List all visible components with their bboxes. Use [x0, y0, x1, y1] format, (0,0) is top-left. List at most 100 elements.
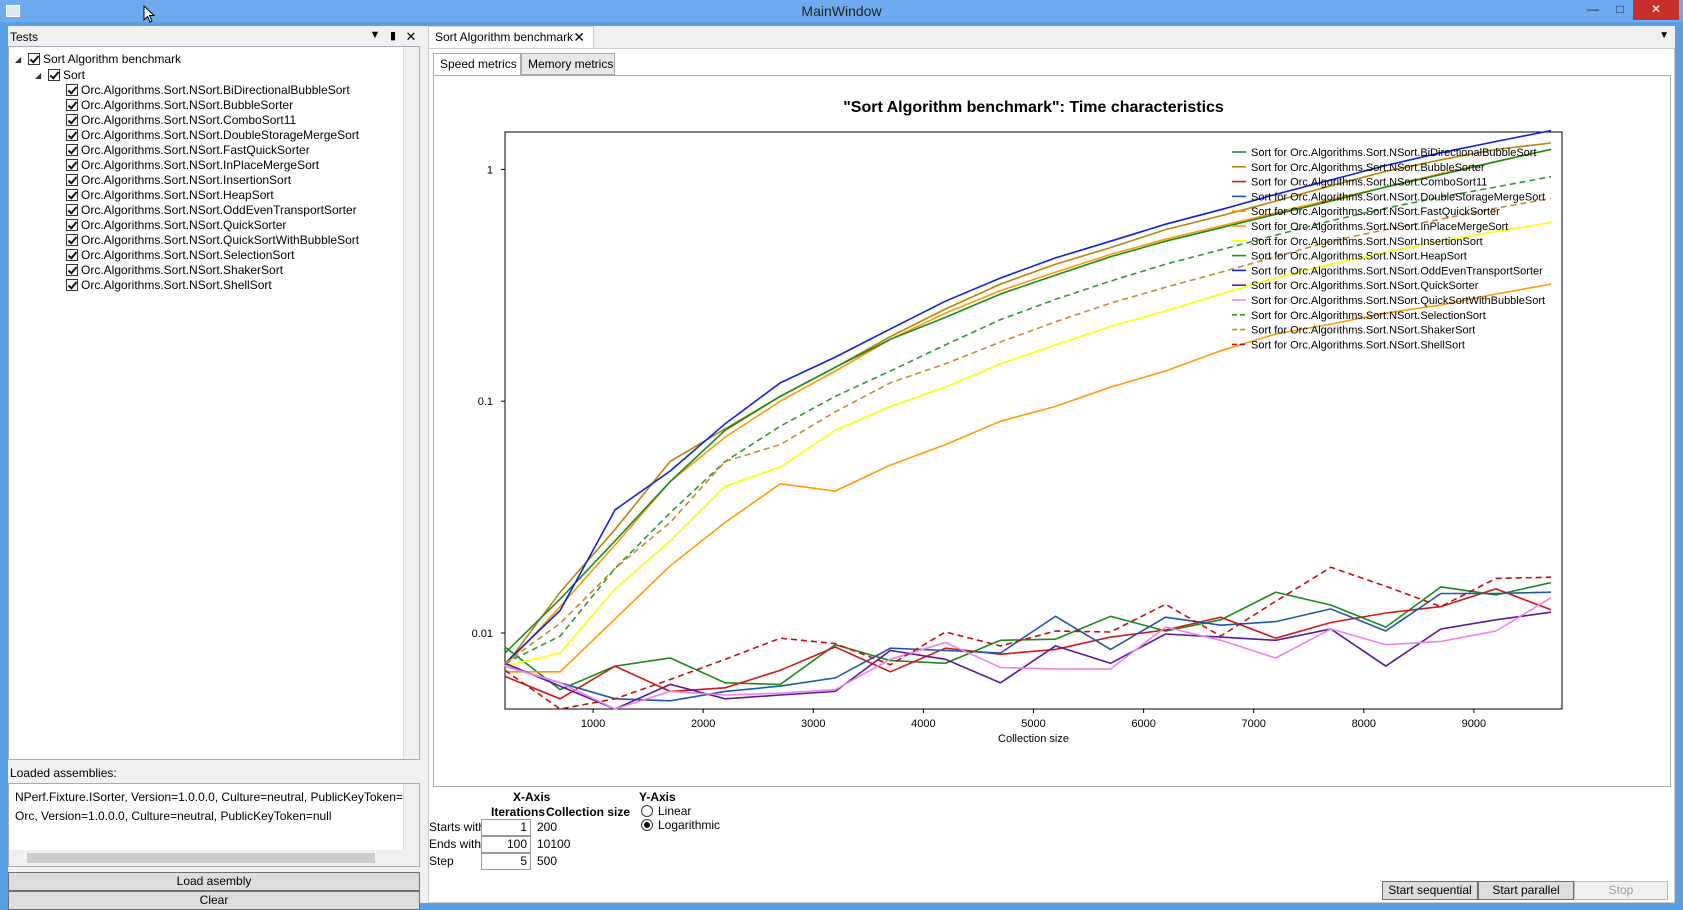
series-line: [504, 175, 1552, 665]
close-button[interactable]: ✕: [1633, 0, 1679, 20]
x-axis-heading: X-Axis: [513, 790, 551, 804]
parameters-panel: X-Axis Iterations Collection size Starts…: [429, 789, 1029, 899]
tree-node-root[interactable]: ◢ Sort Algorithm benchmark: [15, 51, 181, 67]
start-size-value: 200: [537, 820, 558, 834]
tree-scrollbar[interactable]: [403, 47, 419, 759]
checkbox[interactable]: [66, 84, 78, 96]
main-window: Tests ▼ ▮ ✕ ◢ Sort Algorithm benchmark ◢…: [8, 26, 1675, 910]
series-line: [504, 597, 1552, 710]
logarithmic-option[interactable]: Logarithmic: [641, 818, 720, 832]
ends-with-label: Ends with: [429, 837, 482, 851]
legend-label: Sort for Orc.Algorithms.Sort.NSort.Bubbl…: [1251, 162, 1485, 174]
minimize-button[interactable]: —: [1587, 2, 1599, 16]
step-iterations-input[interactable]: 5: [481, 853, 531, 870]
x-tick-label: 9000: [1462, 718, 1486, 730]
y-tick-label: 1: [487, 164, 493, 176]
tree-item-label: Orc.Algorithms.Sort.NSort.InPlaceMergeSo…: [81, 158, 320, 172]
checkbox[interactable]: [66, 279, 78, 291]
x-tick-label: 3000: [801, 718, 825, 730]
checkbox[interactable]: [66, 249, 78, 261]
x-tick-label: 5000: [1021, 718, 1045, 730]
load-assembly-button[interactable]: Load asembly: [8, 872, 420, 891]
checkbox[interactable]: [66, 219, 78, 231]
series-line: [504, 221, 1552, 667]
assemblies-hscrollbar[interactable]: [9, 850, 419, 866]
tree-item-label: Orc.Algorithms.Sort.NSort.BiDirectionalB…: [81, 83, 350, 97]
legend-label: Sort for Orc.Algorithms.Sort.NSort.InPla…: [1251, 221, 1508, 233]
collapse-icon[interactable]: ◢: [15, 54, 22, 64]
tree-item-test[interactable]: Orc.Algorithms.Sort.NSort.HeapSort: [66, 187, 274, 203]
legend-label: Sort for Orc.Algorithms.Sort.NSort.OddEv…: [1251, 265, 1543, 277]
checkbox[interactable]: [66, 99, 78, 111]
checkbox[interactable]: [66, 264, 78, 276]
title-bar: MainWindow — □ ✕: [0, 0, 1683, 22]
collapse-icon[interactable]: ◢: [35, 70, 42, 80]
x-tick-label: 4000: [911, 718, 935, 730]
document-tab[interactable]: Sort Algorithm benchmark ✕: [428, 26, 594, 48]
close-tab-icon[interactable]: ✕: [573, 29, 585, 45]
tests-pane-title: Tests: [10, 30, 39, 44]
legend-label: Sort for Orc.Algorithms.Sort.NSort.Combo…: [1251, 177, 1487, 189]
start-sequential-button[interactable]: Start sequential: [1382, 881, 1478, 900]
checkbox[interactable]: [48, 69, 60, 81]
tree-item-test[interactable]: Orc.Algorithms.Sort.NSort.BiDirectionalB…: [66, 82, 350, 98]
tree-item-test[interactable]: Orc.Algorithms.Sort.NSort.DoubleStorageM…: [66, 127, 359, 143]
tree-item-test[interactable]: Orc.Algorithms.Sort.NSort.OddEvenTranspo…: [66, 202, 357, 218]
checkbox[interactable]: [66, 129, 78, 141]
tab-speed-metrics[interactable]: Speed metrics: [433, 53, 521, 75]
checkbox[interactable]: [66, 189, 78, 201]
checkbox[interactable]: [66, 174, 78, 186]
tab-memory-metrics[interactable]: Memory metrics: [521, 53, 615, 75]
maximize-button[interactable]: □: [1616, 2, 1624, 16]
clear-button[interactable]: Clear: [8, 891, 420, 910]
document-menu-icon[interactable]: ▼: [1659, 30, 1669, 41]
x-tick-label: 6000: [1131, 718, 1155, 730]
tree-item-test[interactable]: Orc.Algorithms.Sort.NSort.FastQuickSorte…: [66, 142, 310, 158]
tree-item-test[interactable]: Orc.Algorithms.Sort.NSort.SelectionSort: [66, 247, 294, 263]
logarithmic-radio[interactable]: [641, 819, 653, 831]
tree-item-test[interactable]: Orc.Algorithms.Sort.NSort.BubbleSorter: [66, 97, 293, 113]
assembly-item[interactable]: Orc, Version=1.0.0.0, Culture=neutral, P…: [15, 809, 332, 823]
tree-item-label: Orc.Algorithms.Sort.NSort.HeapSort: [81, 188, 274, 202]
pin-icon[interactable]: ▮: [389, 30, 397, 42]
checkbox[interactable]: [66, 234, 78, 246]
tree-item-test[interactable]: Orc.Algorithms.Sort.NSort.ShellSort: [66, 277, 272, 293]
tree-item-test[interactable]: Orc.Algorithms.Sort.NSort.InPlaceMergeSo…: [66, 157, 319, 173]
tree-item-test[interactable]: Orc.Algorithms.Sort.NSort.ComboSort11: [66, 112, 296, 128]
checkbox[interactable]: [66, 204, 78, 216]
step-size-value: 500: [537, 854, 558, 868]
start-parallel-button[interactable]: Start parallel: [1478, 881, 1574, 900]
starts-with-label: Starts with: [429, 820, 486, 834]
linear-option[interactable]: Linear: [641, 804, 691, 818]
linear-radio[interactable]: [641, 805, 653, 817]
pane-close-icon[interactable]: ✕: [405, 29, 417, 44]
pane-dropdown-icon[interactable]: ▼: [369, 29, 381, 41]
x-axis-label: Collection size: [998, 733, 1069, 745]
tree-item-test[interactable]: Orc.Algorithms.Sort.NSort.InsertionSort: [66, 172, 291, 188]
checkbox[interactable]: [28, 53, 40, 65]
document-tab-label: Sort Algorithm benchmark: [435, 30, 574, 44]
tree-item-test[interactable]: Orc.Algorithms.Sort.NSort.QuickSorter: [66, 217, 286, 233]
tree-item-label: Orc.Algorithms.Sort.NSort.ShakerSort: [81, 263, 284, 277]
series-line: [505, 283, 1552, 673]
stop-button[interactable]: Stop: [1574, 881, 1668, 900]
assembly-item[interactable]: NPerf.Fixture.ISorter, Version=1.0.0.0, …: [15, 790, 410, 804]
checkbox[interactable]: [66, 159, 78, 171]
tree-item-test[interactable]: Orc.Algorithms.Sort.NSort.ShakerSort: [66, 262, 283, 278]
legend-label: Sort for Orc.Algorithms.Sort.NSort.Inser…: [1251, 236, 1483, 248]
y-axis-heading: Y-Axis: [639, 790, 676, 804]
tree-node-group[interactable]: ◢ Sort: [35, 67, 85, 83]
tree-item-label: Orc.Algorithms.Sort.NSort.BubbleSorter: [81, 98, 294, 112]
end-iterations-input[interactable]: 100: [481, 836, 531, 853]
start-iterations-input[interactable]: 1: [481, 819, 531, 836]
chart-title: "Sort Algorithm benchmark": Time charact…: [843, 99, 1224, 116]
checkbox[interactable]: [66, 144, 78, 156]
legend-label: Sort for Orc.Algorithms.Sort.NSort.Shake…: [1251, 325, 1475, 337]
y-tick-label: 0.1: [478, 396, 493, 408]
assemblies-vscrollbar[interactable]: [403, 784, 419, 852]
scroll-thumb[interactable]: [27, 853, 375, 863]
iterations-heading: Iterations: [491, 805, 546, 819]
checkbox[interactable]: [66, 114, 78, 126]
x-tick-label: 2000: [691, 718, 715, 730]
tree-item-test[interactable]: Orc.Algorithms.Sort.NSort.QuickSortWithB…: [66, 232, 359, 248]
